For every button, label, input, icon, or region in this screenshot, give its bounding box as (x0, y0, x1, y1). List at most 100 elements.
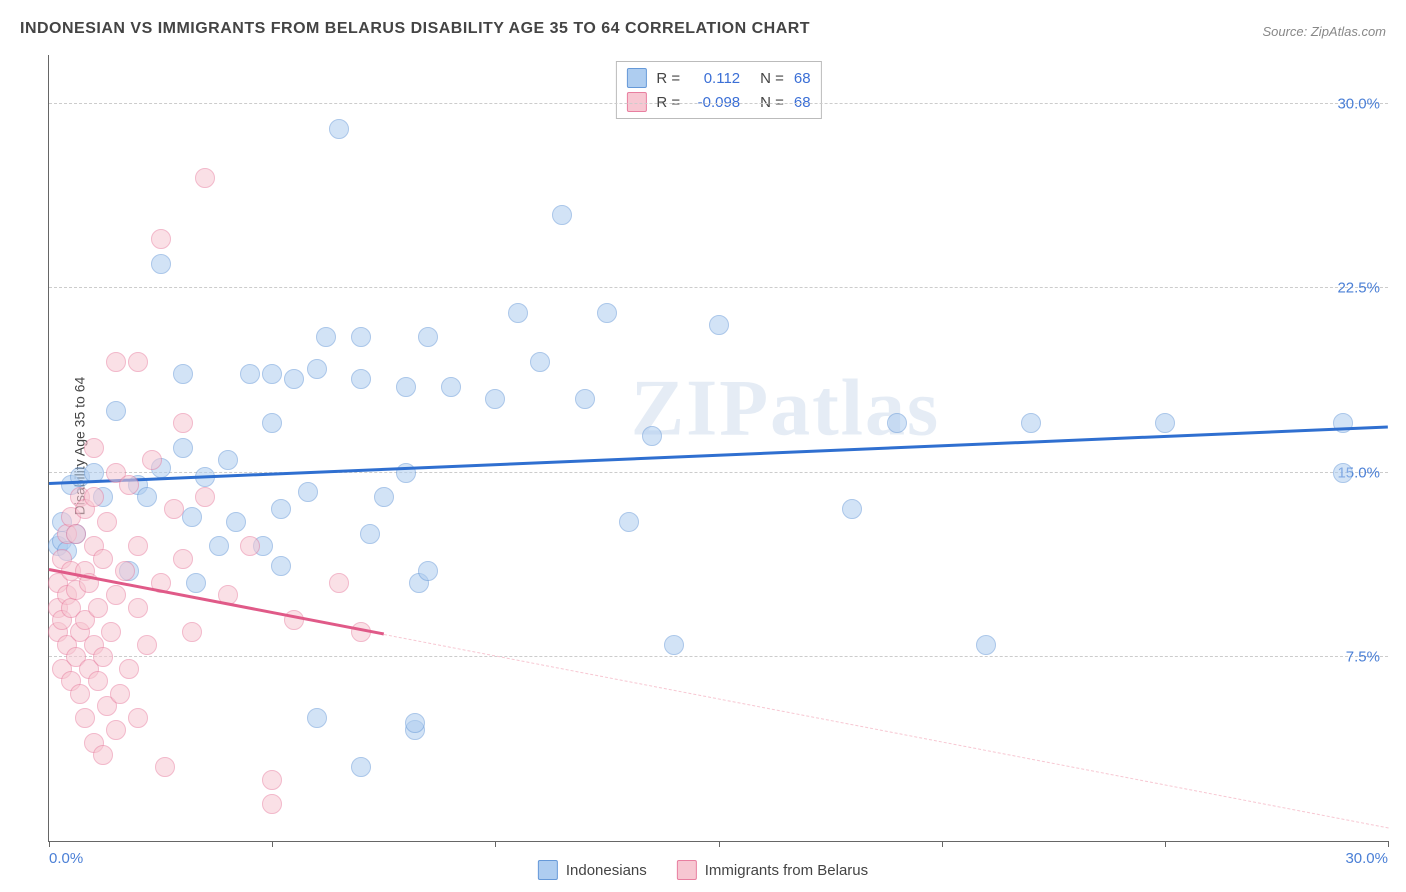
data-point (173, 413, 193, 433)
r-value-series-2: -0.098 (690, 94, 740, 111)
data-point (396, 377, 416, 397)
y-tick-label: 30.0% (1337, 96, 1380, 113)
data-point (1155, 413, 1175, 433)
data-point (240, 536, 260, 556)
data-point (137, 487, 157, 507)
data-point (151, 229, 171, 249)
legend-item-series-1: Indonesians (538, 860, 647, 880)
x-tick (1388, 841, 1389, 847)
data-point (106, 401, 126, 421)
watermark: ZIPatlas (631, 363, 940, 454)
data-point (262, 794, 282, 814)
data-point (137, 635, 157, 655)
data-point (155, 757, 175, 777)
data-point (93, 647, 113, 667)
swatch-series-2 (677, 860, 697, 880)
data-point (128, 598, 148, 618)
data-point (84, 487, 104, 507)
data-point (405, 713, 425, 733)
gridline (49, 656, 1388, 657)
data-point (128, 536, 148, 556)
y-tick-label: 22.5% (1337, 280, 1380, 297)
data-point (664, 635, 684, 655)
data-point (142, 450, 162, 470)
data-point (418, 561, 438, 581)
source-attribution: Source: ZipAtlas.com (1262, 24, 1386, 39)
data-point (88, 598, 108, 618)
data-point (110, 684, 130, 704)
data-point (307, 359, 327, 379)
data-point (360, 524, 380, 544)
data-point (418, 327, 438, 347)
data-point (93, 745, 113, 765)
swatch-series-1 (626, 68, 646, 88)
data-point (508, 303, 528, 323)
data-point (351, 327, 371, 347)
legend-row-series-2: R = -0.098 N = 68 (626, 90, 810, 114)
data-point (887, 413, 907, 433)
data-point (284, 369, 304, 389)
data-point (119, 475, 139, 495)
x-tick (495, 841, 496, 847)
data-point (307, 708, 327, 728)
data-point (195, 487, 215, 507)
legend-label-series-1: Indonesians (566, 862, 647, 879)
data-point (97, 512, 117, 532)
data-point (316, 327, 336, 347)
data-point (1021, 413, 1041, 433)
x-tick-label: 0.0% (49, 850, 83, 867)
data-point (186, 573, 206, 593)
n-value-series-1: 68 (794, 70, 811, 87)
data-point (351, 369, 371, 389)
data-point (642, 426, 662, 446)
legend-row-series-1: R = 0.112 N = 68 (626, 66, 810, 90)
data-point (262, 364, 282, 384)
data-point (88, 671, 108, 691)
correlation-legend: R = 0.112 N = 68 R = -0.098 N = 68 (615, 61, 821, 119)
data-point (485, 389, 505, 409)
data-point (575, 389, 595, 409)
data-point (106, 352, 126, 372)
data-point (441, 377, 461, 397)
data-point (1333, 413, 1353, 433)
data-point (173, 549, 193, 569)
data-point (182, 507, 202, 527)
data-point (173, 438, 193, 458)
chart-title: INDONESIAN VS IMMIGRANTS FROM BELARUS DI… (20, 20, 810, 38)
data-point (240, 364, 260, 384)
data-point (101, 622, 121, 642)
data-point (976, 635, 996, 655)
swatch-series-1 (538, 860, 558, 880)
data-point (709, 315, 729, 335)
data-point (106, 720, 126, 740)
data-point (597, 303, 617, 323)
data-point (182, 622, 202, 642)
data-point (115, 561, 135, 581)
data-point (151, 254, 171, 274)
data-point (298, 482, 318, 502)
gridline (49, 287, 1388, 288)
data-point (226, 512, 246, 532)
y-tick-label: 7.5% (1346, 648, 1380, 665)
data-point (70, 684, 90, 704)
x-tick (942, 841, 943, 847)
swatch-series-2 (626, 92, 646, 112)
n-value-series-2: 68 (794, 94, 811, 111)
x-tick (1165, 841, 1166, 847)
data-point (271, 499, 291, 519)
data-point (351, 757, 371, 777)
r-value-series-1: 0.112 (690, 70, 740, 87)
data-point (75, 708, 95, 728)
n-label: N = (760, 70, 784, 87)
data-point (209, 536, 229, 556)
x-tick (719, 841, 720, 847)
gridline (49, 103, 1388, 104)
data-point (119, 659, 139, 679)
n-label: N = (760, 94, 784, 111)
data-point (128, 352, 148, 372)
data-point (195, 168, 215, 188)
legend-label-series-2: Immigrants from Belarus (705, 862, 868, 879)
trend-line (49, 426, 1388, 485)
x-tick-label: 30.0% (1345, 850, 1388, 867)
data-point (93, 549, 113, 569)
